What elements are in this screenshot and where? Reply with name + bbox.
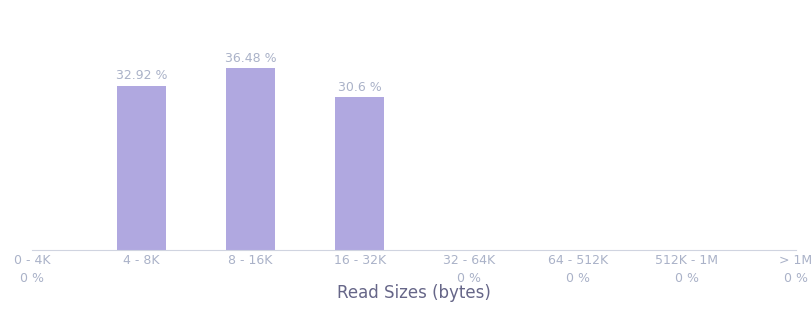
Text: 0 %: 0 % <box>783 272 807 285</box>
Text: 0 %: 0 % <box>456 272 480 285</box>
Text: 0 %: 0 % <box>674 272 697 285</box>
X-axis label: Read Sizes (bytes): Read Sizes (bytes) <box>337 284 491 302</box>
Text: 36.48 %: 36.48 % <box>225 52 276 65</box>
Text: 30.6 %: 30.6 % <box>337 81 381 94</box>
Bar <box>117 86 166 250</box>
Text: 0 %: 0 % <box>565 272 589 285</box>
Text: 32.92 %: 32.92 % <box>116 69 167 82</box>
Bar <box>225 68 275 250</box>
Bar <box>335 97 384 250</box>
Text: 0 %: 0 % <box>20 272 45 285</box>
